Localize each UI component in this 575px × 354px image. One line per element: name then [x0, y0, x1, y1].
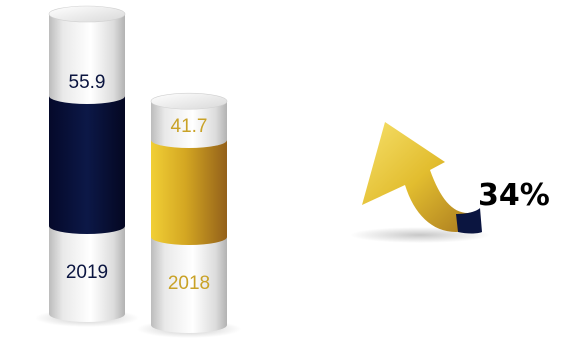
bar-base-segment [49, 226, 125, 322]
change-percent-label: 34% [478, 178, 550, 213]
cylinder-bar-2019: 55.9 2019 [35, 5, 139, 327]
curved-up-arrow-icon [350, 122, 490, 243]
bar-category-label-2018: 2018 [168, 273, 210, 294]
bar-value-band [49, 96, 125, 234]
bar-base-segment [151, 237, 227, 333]
bar-top-segment [49, 14, 125, 104]
bar-cap [48, 5, 126, 23]
cylinder-bar-2018: 41.7 2018 [137, 92, 241, 338]
bar-value-label-2019: 55.9 [69, 72, 106, 93]
bar-category-label-2019: 2019 [66, 262, 108, 283]
bar-top-segment [151, 101, 227, 149]
bar-value-label-2018: 41.7 [171, 116, 208, 137]
bar-value-band [151, 140, 227, 245]
bar-cap [150, 92, 228, 110]
